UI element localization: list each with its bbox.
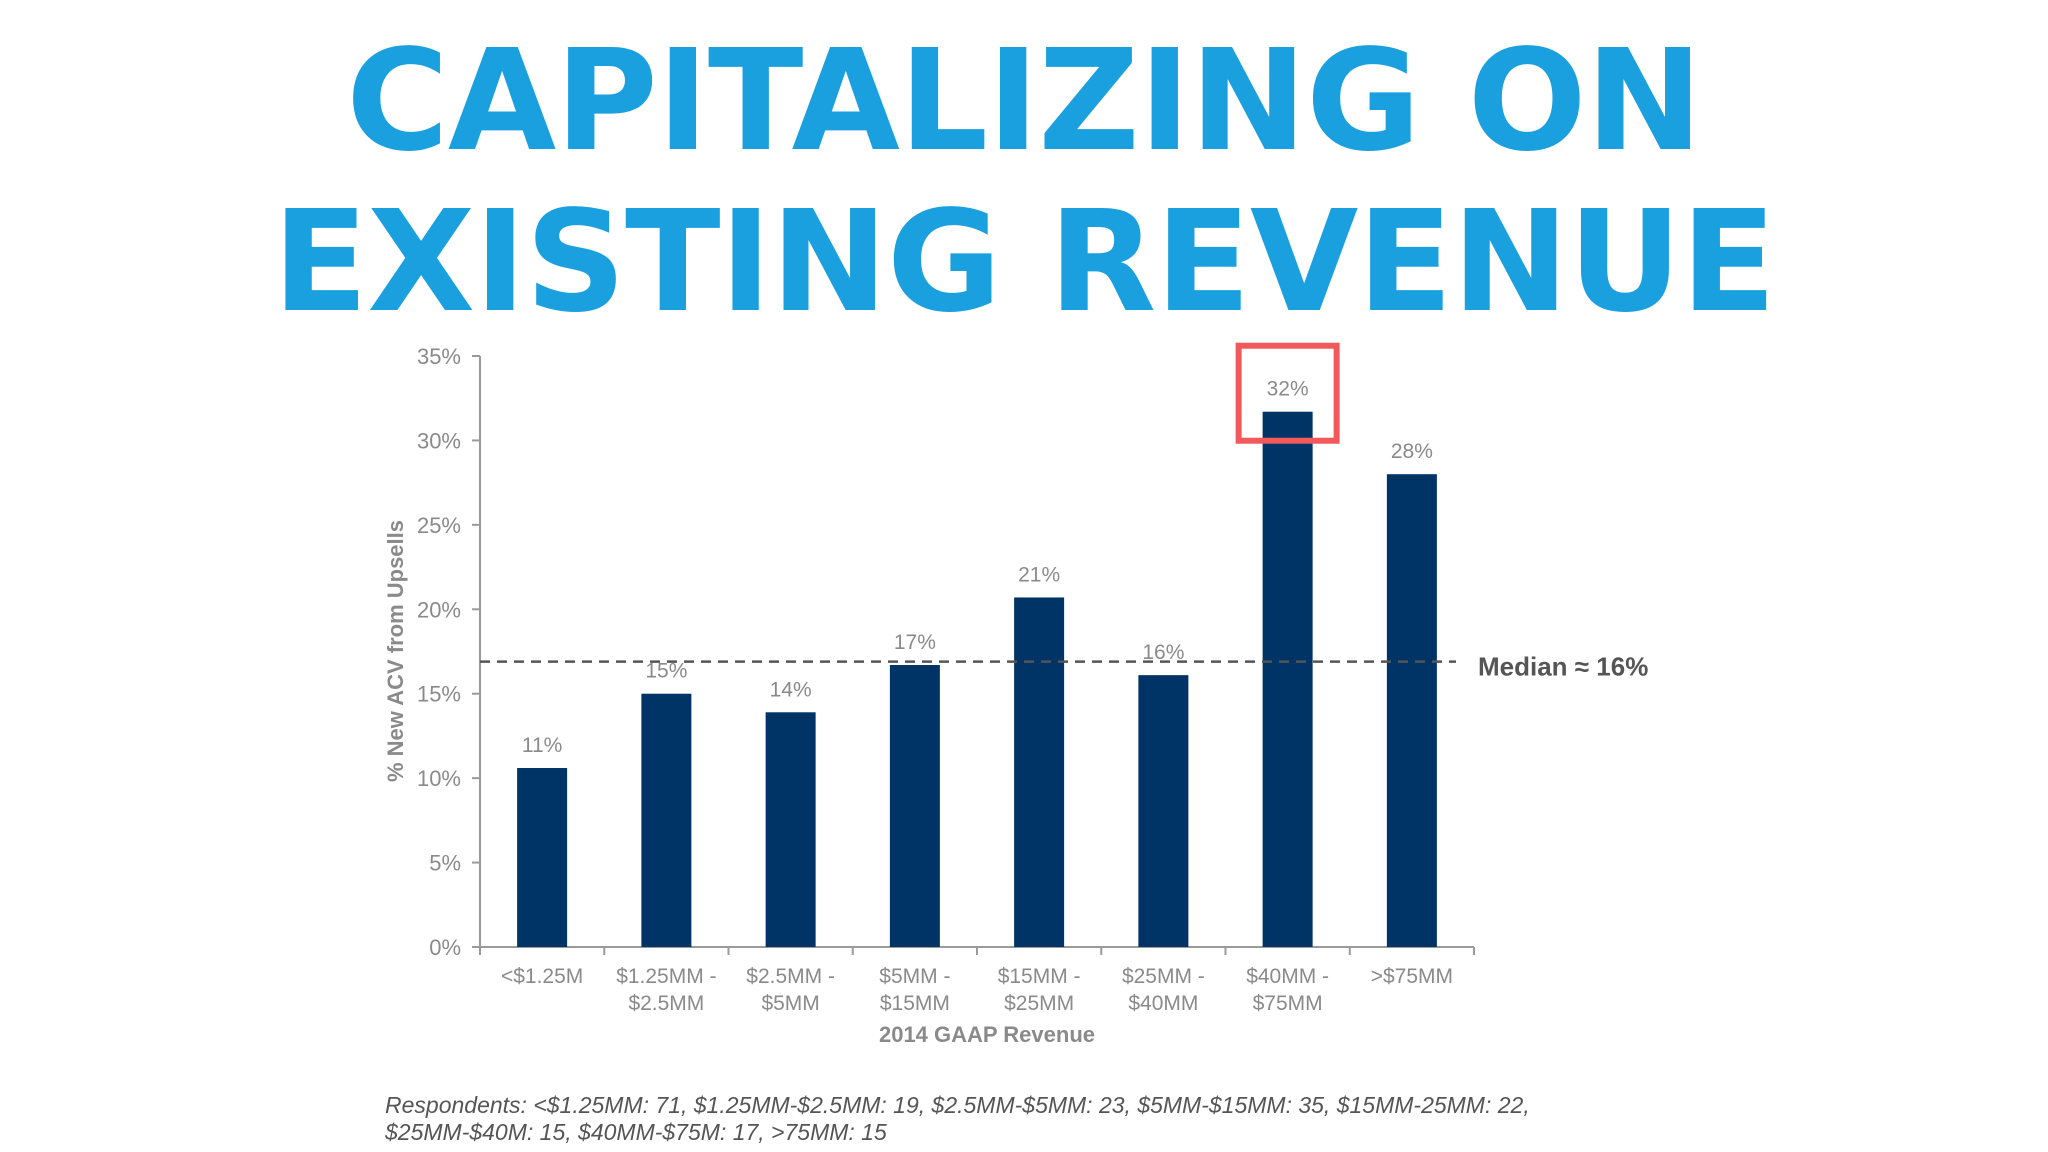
y-tick-label: 5% — [429, 851, 461, 876]
x-tick-label: $2.5MM - — [746, 965, 835, 988]
x-tick-label: $15MM - — [998, 965, 1081, 988]
bar — [1386, 474, 1437, 947]
y-tick-label: 25% — [417, 513, 461, 538]
respondents-footnote: Respondents: <$1.25MM: 71, $1.25MM-$2.5M… — [385, 1092, 1530, 1145]
x-tick-label: $40MM — [1128, 992, 1198, 1015]
bar — [765, 712, 816, 947]
x-tick-label: <$1.25M — [501, 965, 583, 988]
x-tick-label: $15MM — [880, 992, 950, 1015]
x-axis-label: 2014 GAAP Revenue — [879, 1022, 1095, 1047]
data-label: 11% — [522, 734, 562, 757]
x-tick-label: $75MM — [1253, 992, 1323, 1015]
data-label: 16% — [1142, 641, 1184, 664]
y-tick-label: 0% — [429, 935, 461, 960]
bar — [1262, 411, 1313, 947]
data-label: 15% — [645, 660, 687, 683]
y-tick-label: 20% — [417, 597, 461, 622]
x-tick-label: $25MM - — [1122, 965, 1205, 988]
x-tick-label: $25MM — [1004, 992, 1074, 1015]
title-line-2: EXISTING REVENUE — [272, 181, 1777, 344]
data-label: 14% — [770, 678, 812, 701]
y-axis-label: % New ACV from Upsells — [383, 520, 408, 782]
bar — [1014, 597, 1065, 947]
y-tick-label: 35% — [417, 344, 461, 369]
data-label: 21% — [1018, 563, 1060, 586]
x-tick-label: >$75MM — [1371, 965, 1453, 988]
bar — [641, 693, 692, 947]
x-tick-label: $5MM - — [879, 965, 950, 988]
title-line-1: CAPITALIZING ON — [346, 20, 1703, 183]
x-tick-label: $5MM — [761, 992, 819, 1015]
bar — [1138, 675, 1189, 947]
data-label: 17% — [894, 631, 936, 654]
highlight-box — [1235, 342, 1340, 444]
median-label: Median ≈ 16% — [1478, 652, 1648, 682]
x-tick-label: $2.5MM — [628, 992, 704, 1015]
y-tick-label: 30% — [417, 428, 461, 453]
data-label: 32% — [1267, 378, 1309, 401]
x-tick-label: $40MM - — [1246, 965, 1329, 988]
x-tick-label: $1.25MM - — [616, 965, 716, 988]
data-label: 28% — [1391, 440, 1433, 463]
bar — [889, 665, 940, 947]
y-tick-label: 10% — [417, 766, 461, 791]
y-tick-label: 15% — [417, 682, 461, 707]
bar — [517, 768, 568, 947]
